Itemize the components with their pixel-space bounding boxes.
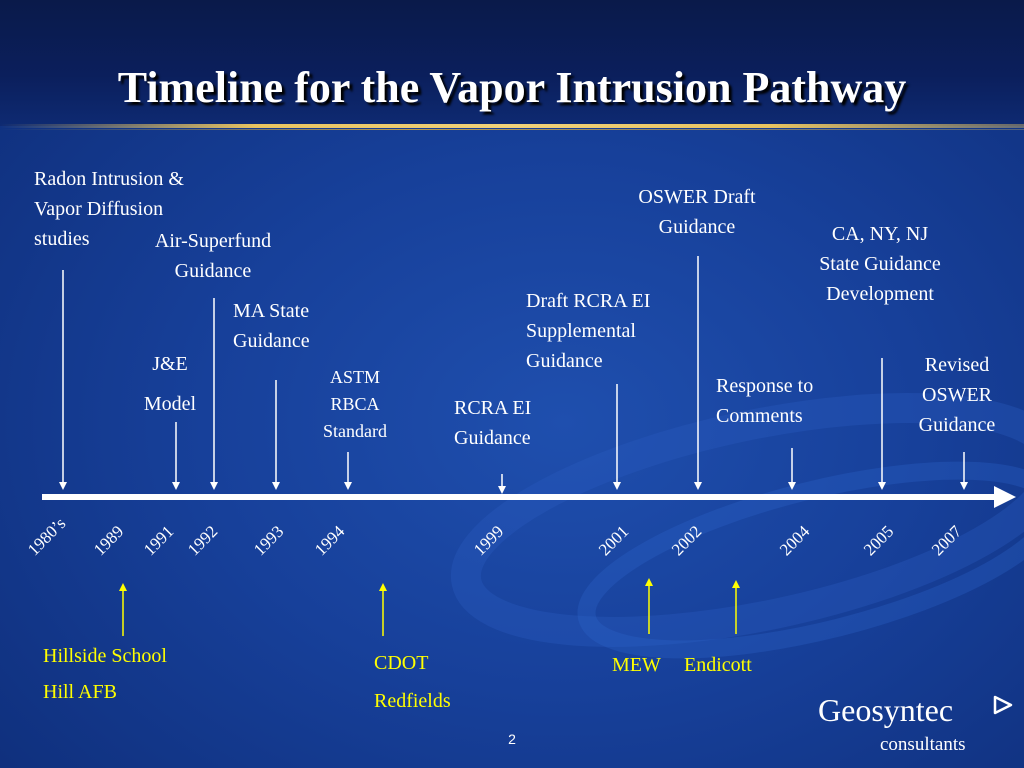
- timeline-axis: [42, 486, 1016, 508]
- geosyntec-logo-subtitle: consultants: [880, 734, 966, 755]
- event-response: Response to Comments: [716, 375, 814, 427]
- event-ma-state: MA State Guidance: [233, 300, 310, 352]
- page-number: 2: [508, 731, 516, 747]
- title-underline-thin: [0, 129, 1024, 130]
- logo-arrow-icon: [993, 695, 1013, 715]
- geosyntec-logo-text: Geosyntec: [818, 692, 954, 728]
- event-astm: ASTM RBCA Standard: [323, 367, 387, 441]
- site-hillside: Hillside School Hill AFB: [43, 645, 167, 703]
- event-air-superfund: Air-Superfund Guidance: [154, 230, 272, 282]
- site-endicott: Endicott: [684, 654, 752, 676]
- event-ca-ny-nj: CA, NY, NJ State Guidance Development: [819, 223, 941, 305]
- title-underline: [0, 124, 1024, 128]
- event-oswer-draft: OSWER Draft Guidance: [638, 186, 756, 238]
- title-band: [0, 0, 1024, 126]
- event-rcra-ei: RCRA EI Guidance: [454, 397, 532, 449]
- site-cdot: CDOT Redfields: [374, 652, 451, 712]
- site-mew: MEW: [612, 654, 661, 676]
- slide-title: Timeline for the Vapor Intrusion Pathway: [117, 63, 907, 112]
- event-draft-rcra: Draft RCRA EI Supplemental Guidance: [526, 290, 651, 372]
- event-je-model: J&E Model: [143, 353, 197, 415]
- event-revised-oswer: Revised OSWER Guidance: [918, 354, 996, 436]
- event-radon: Radon Intrusion & Vapor Diffusion studie…: [34, 168, 184, 250]
